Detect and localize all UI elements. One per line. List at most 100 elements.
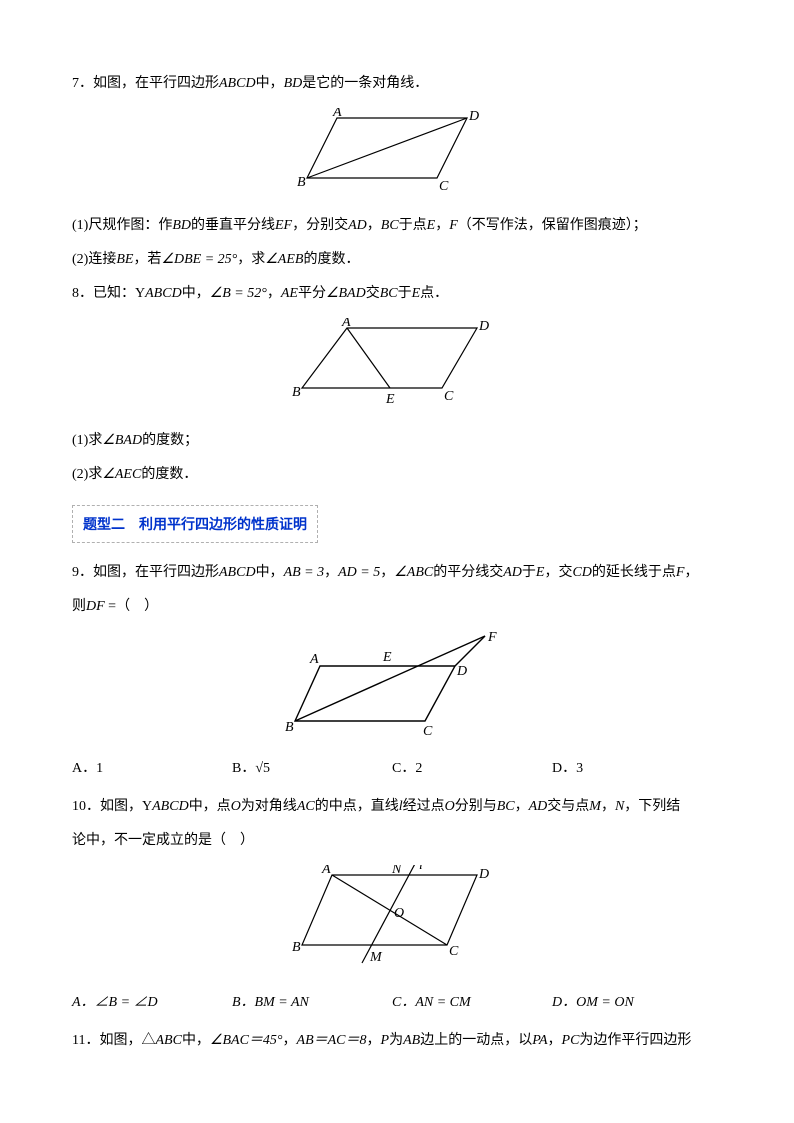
svg-text:C: C bbox=[423, 724, 433, 739]
var: ∠AEB bbox=[265, 252, 303, 267]
text: ， bbox=[380, 565, 394, 580]
text: 中， bbox=[256, 565, 284, 580]
svg-text:N: N bbox=[391, 865, 402, 877]
var: ABCD bbox=[219, 76, 256, 91]
text: ， bbox=[283, 1033, 297, 1048]
var: BE bbox=[116, 252, 133, 267]
text: ，下列结 bbox=[624, 799, 680, 814]
svg-text:A: A bbox=[332, 108, 342, 120]
q10-opt-c: C．AN = CM bbox=[392, 989, 552, 1017]
q9-options: A．1 B．√5 C．2 D．3 bbox=[72, 755, 722, 783]
var: ∠DBE = 25° bbox=[161, 252, 237, 267]
svg-text:l: l bbox=[419, 865, 423, 873]
q10-text2: 论中，不一定成立的是（ ） bbox=[72, 827, 722, 855]
q9-opt-c: C．2 bbox=[392, 755, 552, 783]
svg-text:B: B bbox=[285, 720, 294, 735]
text: 经过点 bbox=[403, 799, 445, 814]
text: D．OM = ON bbox=[552, 995, 634, 1010]
text: 论中，不一定成立的是（ ） bbox=[72, 833, 254, 848]
text: 交与点 bbox=[547, 799, 589, 814]
var: ∠B = 52° bbox=[210, 286, 267, 301]
var: O bbox=[231, 799, 241, 814]
svg-text:O: O bbox=[394, 906, 404, 921]
var: AD = 5 bbox=[338, 565, 380, 580]
text: 中， bbox=[256, 76, 284, 91]
svg-text:E: E bbox=[385, 392, 395, 407]
text: ，分别交 bbox=[292, 218, 348, 233]
text: 的度数． bbox=[303, 252, 359, 267]
q9-opt-d: D．3 bbox=[552, 755, 712, 783]
var: ∠AEC bbox=[102, 467, 141, 482]
q7-part2: (2)连接BE，若∠DBE = 25°，求∠AEB的度数． bbox=[72, 246, 722, 274]
text: ， bbox=[515, 799, 529, 814]
text: 于 bbox=[398, 286, 412, 301]
svg-text:C: C bbox=[439, 179, 449, 194]
var: AD bbox=[529, 799, 548, 814]
var: EF bbox=[275, 218, 292, 233]
text: 的垂直平分线 bbox=[191, 218, 275, 233]
svg-text:F: F bbox=[487, 631, 497, 645]
text: 的延长线于点 bbox=[592, 565, 676, 580]
text: B．BM = AN bbox=[232, 995, 309, 1010]
text: 点． bbox=[420, 286, 448, 301]
text: 平分 bbox=[298, 286, 326, 301]
text: D．3 bbox=[552, 761, 583, 776]
text: （不写作法，保留作图痕迹）； bbox=[458, 218, 647, 233]
text: 则 bbox=[72, 599, 86, 614]
q10-opt-a: A．∠B = ∠D bbox=[72, 989, 232, 1017]
q8-part1: (1)求∠BAD的度数； bbox=[72, 427, 722, 455]
text: ，交 bbox=[544, 565, 572, 580]
var: E bbox=[412, 286, 421, 301]
text: ， bbox=[324, 565, 338, 580]
text: B．√5 bbox=[232, 761, 270, 776]
text: 的度数． bbox=[141, 467, 197, 482]
svg-text:C: C bbox=[444, 389, 454, 404]
text: =（ ） bbox=[105, 599, 158, 614]
q10-text: 10．如图，YABCD中，点O为对角线AC的中点，直线l经过点O分别与BC，AD… bbox=[72, 793, 722, 821]
var: ∠BAD bbox=[326, 286, 366, 301]
text: 是它的一条对角线． bbox=[302, 76, 428, 91]
var: ABC bbox=[155, 1033, 181, 1048]
var: F bbox=[449, 218, 458, 233]
text: 为 bbox=[389, 1033, 403, 1048]
q8-diagram: A D B E C bbox=[72, 318, 722, 413]
text: C．2 bbox=[392, 761, 422, 776]
var: ∠BAC＝45° bbox=[210, 1033, 283, 1048]
text: ， bbox=[684, 565, 698, 580]
svg-text:D: D bbox=[478, 319, 489, 334]
var: DF bbox=[86, 599, 105, 614]
text: 中， bbox=[182, 1033, 210, 1048]
var: AD bbox=[503, 565, 522, 580]
var: O bbox=[445, 799, 455, 814]
text: 为边作平行四边形 bbox=[579, 1033, 691, 1048]
q8-part2: (2)求∠AEC的度数． bbox=[72, 461, 722, 489]
svg-text:D: D bbox=[468, 109, 479, 124]
svg-text:B: B bbox=[292, 385, 301, 400]
var: BC bbox=[497, 799, 515, 814]
var: E bbox=[427, 218, 436, 233]
text: ， bbox=[267, 286, 281, 301]
text: (1)求 bbox=[72, 433, 102, 448]
section-2-title: 题型二 利用平行四边形的性质证明 bbox=[72, 505, 318, 543]
q9-diagram: A E D F B C bbox=[72, 631, 722, 741]
text: (1)尺规作图：作 bbox=[72, 218, 172, 233]
text: 8．已知：Y bbox=[72, 286, 145, 301]
svg-text:E: E bbox=[382, 650, 392, 665]
var: AB = 3 bbox=[284, 565, 325, 580]
q9-text2: 则DF =（ ） bbox=[72, 593, 722, 621]
text: 交 bbox=[366, 286, 380, 301]
var: PA bbox=[532, 1033, 547, 1048]
var: ABCD bbox=[145, 286, 182, 301]
q9-opt-a: A．1 bbox=[72, 755, 232, 783]
text: ， bbox=[548, 1033, 562, 1048]
text: ， bbox=[601, 799, 615, 814]
var: ABCD bbox=[219, 565, 256, 580]
text: 的平分线交 bbox=[433, 565, 503, 580]
text: 分别与 bbox=[455, 799, 497, 814]
var: BD bbox=[172, 218, 191, 233]
text: 为对角线 bbox=[241, 799, 297, 814]
text: 的中点，直线 bbox=[315, 799, 399, 814]
text: ，若 bbox=[133, 252, 161, 267]
svg-text:D: D bbox=[456, 664, 467, 679]
text: 的度数； bbox=[142, 433, 198, 448]
